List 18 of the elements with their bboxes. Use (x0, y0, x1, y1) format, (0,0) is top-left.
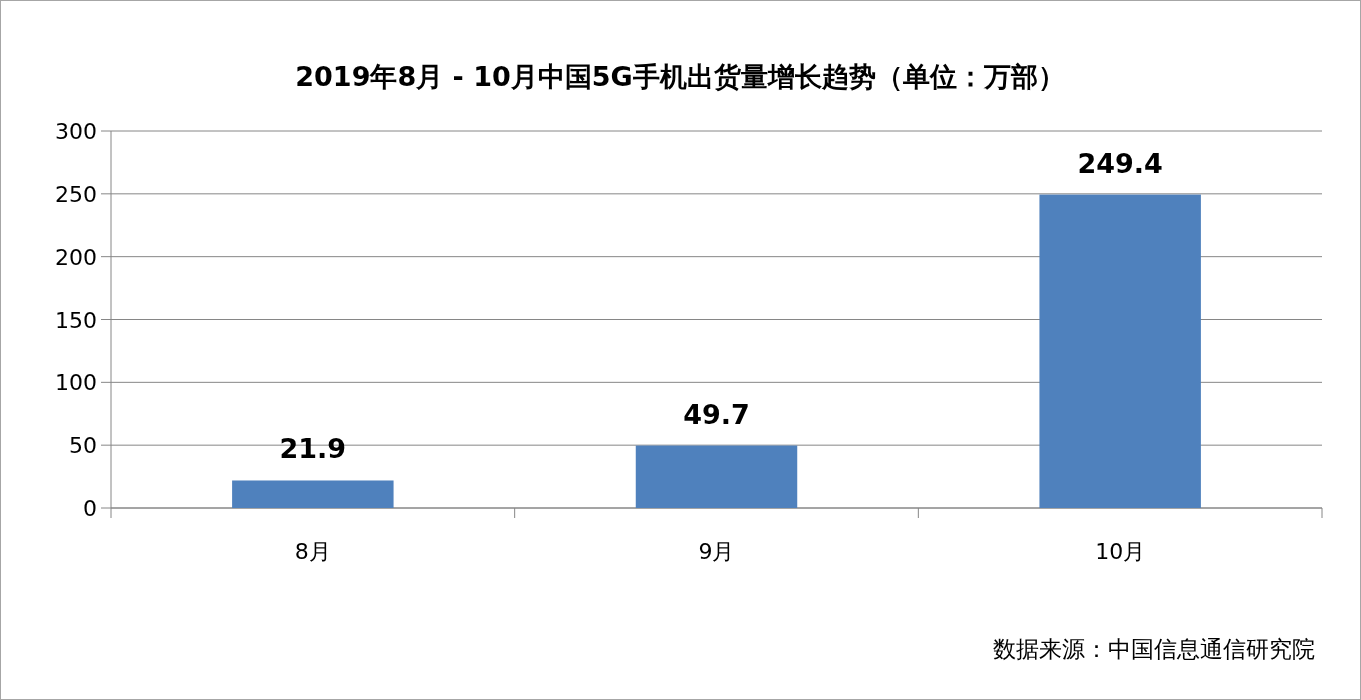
x-tick-label: 9月 (698, 539, 735, 564)
y-tick-label: 150 (55, 307, 97, 333)
y-tick-label: 300 (55, 119, 97, 144)
x-tick-label: 8月 (294, 539, 331, 564)
y-tick-label: 200 (55, 244, 97, 270)
y-tick-label: 0 (83, 496, 97, 521)
y-tick-label: 100 (55, 370, 97, 396)
data-label: 49.7 (683, 398, 750, 430)
y-tick-label: 50 (69, 433, 97, 459)
chart-title: 2019年8月 - 10月中国5G手机出货量增长趋势（单位：万部） (295, 61, 1065, 92)
data-label: 21.9 (279, 433, 347, 465)
bar (635, 445, 798, 508)
bar (1039, 194, 1201, 508)
x-tick-label: 10月 (1095, 539, 1146, 564)
bar (232, 480, 394, 508)
data-label: 249.4 (1077, 147, 1163, 179)
y-tick-label: 250 (55, 181, 97, 207)
source-note: 数据来源：中国信息通信研究院 (993, 637, 1315, 662)
